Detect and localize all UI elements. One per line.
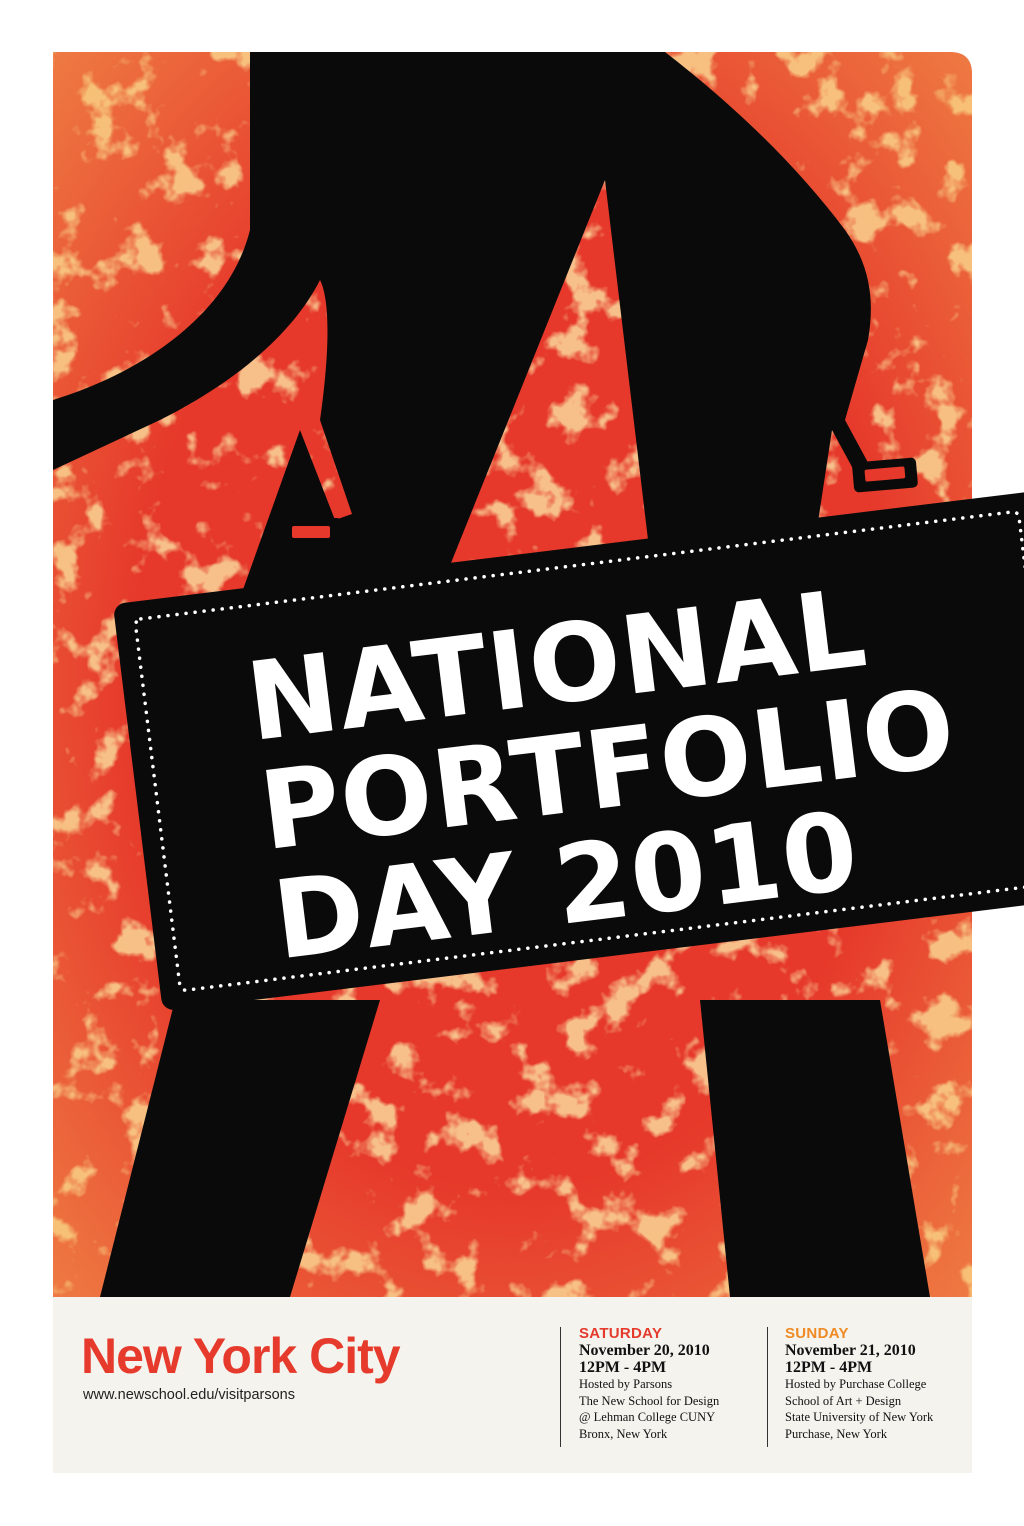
- event-detail: Hosted by Purchase College: [785, 1377, 927, 1391]
- event-detail: Purchase, New York: [785, 1426, 888, 1441]
- event-detail: Bronx, New York: [579, 1426, 668, 1441]
- divider-1: [560, 1327, 561, 1447]
- portfolio-handle-right: [852, 457, 918, 493]
- event-detail: Hosted by Parsons: [579, 1377, 673, 1391]
- event-detail: @ Lehman College CUNY: [579, 1410, 716, 1424]
- city-heading: New York City: [81, 1328, 401, 1384]
- silhouette-figure: [53, 52, 872, 640]
- event-day: SUNDAY: [785, 1325, 849, 1342]
- event-detail: School of Art + Design: [785, 1393, 902, 1408]
- event-sunday: SUNDAY November 21, 2010 12PM - 4PM Host…: [785, 1325, 933, 1442]
- event-time: 12PM - 4PM: [579, 1359, 667, 1376]
- event-time: 12PM - 4PM: [785, 1359, 873, 1376]
- portfolio-handle-left: [280, 518, 342, 548]
- event-detail: The New School for Design: [579, 1393, 720, 1408]
- website-link[interactable]: www.newschool.edu/visitparsons: [83, 1387, 295, 1403]
- event-saturday: SATURDAY November 20, 2010 12PM - 4PM Ho…: [579, 1325, 719, 1442]
- divider-2: [767, 1327, 768, 1447]
- event-detail: State University of New York: [785, 1410, 934, 1424]
- event-date: November 20, 2010: [579, 1342, 710, 1359]
- info-footer: New York City www.newschool.edu/visitpar…: [53, 1297, 972, 1473]
- event-date: November 21, 2010: [785, 1342, 916, 1359]
- silhouette-legs: [100, 1000, 930, 1297]
- event-day: SATURDAY: [579, 1325, 663, 1342]
